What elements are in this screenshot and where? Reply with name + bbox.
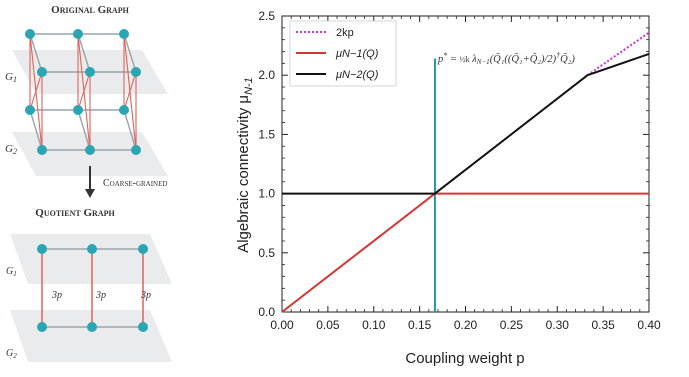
- quotient-layer-label-g2: G2: [6, 348, 17, 360]
- intra-layer-edge: [123, 33, 137, 73]
- series-line-muN2: [282, 52, 650, 195]
- y-axis-label: Algebraic connectivity μN-1: [235, 77, 255, 253]
- graph-node: [25, 105, 35, 115]
- series-line-muN1: [281, 192, 649, 313]
- x-tick-label: 0.20: [454, 318, 478, 332]
- graph-node: [37, 67, 47, 77]
- quotient-edge-label-2: 3p: [95, 290, 106, 301]
- layer-label-g2: G2: [5, 143, 17, 156]
- x-tick-label: 0.40: [637, 318, 661, 332]
- coarse-grain-arrow-head: [85, 189, 95, 198]
- original-graph-title: Original Graph: [51, 4, 129, 16]
- quotient-node: [87, 322, 97, 332]
- graph-node: [73, 29, 83, 39]
- quotient-node: [37, 322, 47, 332]
- p-star-annotation: p* = ½k λN−1(Q̃₁((Q̃₁+Q̃₂)/2)†Q̃₂): [437, 51, 575, 66]
- original-graph-nodes: [25, 29, 141, 155]
- intra-layer-edge: [29, 33, 43, 73]
- y-tick-label: 0.5: [258, 246, 275, 260]
- series-line-2kp: [586, 31, 650, 77]
- quotient-node: [37, 244, 47, 254]
- graph-node: [131, 145, 141, 155]
- intra-layer-edge: [77, 109, 91, 151]
- quotient-node: [87, 244, 97, 254]
- legend-label-muN2: μN−2(Q): [335, 69, 379, 81]
- quotient-edge-label-1: 3p: [51, 290, 62, 301]
- graph-node: [119, 29, 129, 39]
- intra-layer-edge: [29, 109, 43, 151]
- graph-node: [85, 67, 95, 77]
- y-tick-label: 2.5: [258, 9, 275, 23]
- x-tick-label: 0.35: [591, 318, 615, 332]
- x-axis-label: Coupling weight p: [405, 350, 524, 367]
- graph-node: [37, 145, 47, 155]
- x-tick-label: 0.00: [270, 318, 294, 332]
- y-tick-label: 1.5: [258, 127, 275, 141]
- legend-label-muN1: μN−1(Q): [335, 48, 379, 60]
- axes: 0.00 0.05 0.10 0.15 0.20 0.25 0.30 0.35 0.40 0.0 0…: [258, 9, 661, 332]
- graph-node: [73, 105, 83, 115]
- legend-label-2kp: 2kp: [336, 27, 354, 39]
- intra-layer-edge: [123, 109, 137, 151]
- quotient-edge-label-3: 3p: [140, 290, 151, 301]
- graph-node: [119, 105, 129, 115]
- y-tick-label: 0.0: [258, 305, 275, 319]
- x-tick-label: 0.15: [408, 318, 432, 332]
- inter-layer-edge: [123, 71, 137, 111]
- quotient-graph-edges: [41, 248, 144, 328]
- y-tick-label: 2.0: [258, 68, 275, 82]
- quotient-graph-title: Quotient Graph: [35, 207, 115, 219]
- quotient-node: [138, 244, 148, 254]
- quotient-node: [138, 322, 148, 332]
- quotient-graph-nodes: [37, 244, 148, 332]
- layer-label-g1: G1: [5, 71, 17, 84]
- x-tick-label: 0.30: [546, 318, 570, 332]
- legend: 2kp μN−1(Q) μN−2(Q): [289, 20, 397, 87]
- y-tick-label: 1.0: [258, 187, 275, 201]
- x-tick-label: 0.25: [500, 318, 524, 332]
- graph-node: [85, 145, 95, 155]
- inter-layer-edge: [77, 71, 91, 111]
- inter-layer-edge: [29, 71, 43, 111]
- x-tick-label: 0.10: [362, 318, 386, 332]
- quotient-plane-bottom: [10, 310, 172, 362]
- quotient-layer-label-g1: G1: [6, 266, 17, 278]
- graph-node: [131, 67, 141, 77]
- chart: 0.00 0.05 0.10 0.15 0.20 0.25 0.30 0.35 0.40 0.0 0…: [235, 9, 661, 367]
- left-panel: Original Graph G1 G2 Coarse-grained Quot…: [5, 4, 172, 362]
- series-lines: [281, 31, 650, 313]
- quotient-plane-top: [10, 234, 172, 284]
- graph-node: [25, 29, 35, 39]
- intra-layer-edge: [77, 33, 91, 73]
- coarse-grained-label: Coarse-grained: [103, 178, 167, 189]
- x-tick-label: 0.05: [316, 318, 340, 332]
- original-graph-edges: [29, 33, 137, 151]
